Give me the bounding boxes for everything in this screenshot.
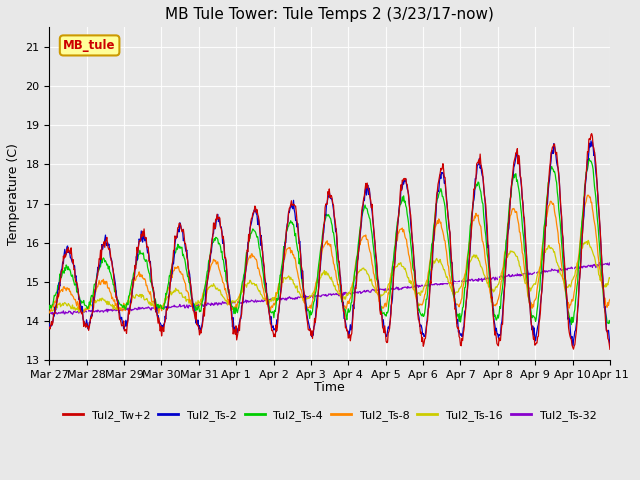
Line: Tul2_Ts-16: Tul2_Ts-16 (49, 240, 610, 312)
Tul2_Ts-16 (387, 275, 394, 280)
Tul2_Ts-4 (470, 187, 478, 192)
Tul2_Ts-16 (403, 274, 411, 279)
Tul2_Ts-8 (472, 215, 479, 221)
Tul2_Ts-4 (45, 306, 53, 312)
Tul2_Ts-32 (81, 309, 88, 315)
Tul2_Ts-8 (606, 297, 614, 302)
Tul2_Ts-16 (606, 276, 614, 281)
Tul2_Ts-8 (584, 192, 592, 198)
Tul2_Tw+2 (80, 324, 88, 329)
Tul2_Ts-2 (45, 321, 53, 327)
Tul2_Ts-4 (606, 320, 614, 326)
Tul2_Ts-8 (387, 279, 394, 285)
Tul2_Ts-2 (80, 318, 88, 324)
Title: MB Tule Tower: Tule Temps 2 (3/23/17-now): MB Tule Tower: Tule Temps 2 (3/23/17-now… (165, 7, 494, 22)
Tul2_Ts-4 (80, 298, 88, 303)
X-axis label: Time: Time (314, 381, 345, 394)
Tul2_Ts-32 (606, 260, 614, 265)
Tul2_Tw+2 (45, 324, 53, 330)
Line: Tul2_Tw+2: Tul2_Tw+2 (49, 133, 610, 349)
Tul2_Ts-8 (529, 302, 536, 308)
Tul2_Ts-16 (45, 309, 53, 314)
Tul2_Ts-16 (472, 255, 479, 261)
Tul2_Ts-8 (80, 308, 88, 314)
Tul2_Ts-32 (529, 271, 536, 276)
Legend: Tul2_Tw+2, Tul2_Ts-2, Tul2_Ts-4, Tul2_Ts-8, Tul2_Ts-16, Tul2_Ts-32: Tul2_Tw+2, Tul2_Ts-2, Tul2_Ts-4, Tul2_Ts… (58, 406, 601, 425)
Tul2_Ts-2 (403, 181, 410, 187)
Text: MB_tule: MB_tule (63, 39, 116, 52)
Tul2_Tw+2 (470, 186, 478, 192)
Tul2_Ts-2 (371, 240, 379, 245)
Y-axis label: Temperature (C): Temperature (C) (7, 143, 20, 245)
Tul2_Ts-8 (403, 243, 411, 249)
Tul2_Ts-2 (386, 322, 394, 327)
Tul2_Ts-32 (387, 286, 394, 292)
Tul2_Tw+2 (403, 181, 410, 187)
Tul2_Ts-4 (403, 204, 410, 210)
Line: Tul2_Ts-2: Tul2_Ts-2 (49, 141, 610, 346)
Tul2_Ts-16 (529, 283, 536, 288)
Tul2_Ts-4 (528, 315, 536, 321)
Tul2_Tw+2 (528, 324, 536, 330)
Tul2_Ts-32 (372, 288, 380, 294)
Tul2_Ts-32 (403, 286, 411, 291)
Tul2_Ts-2 (587, 138, 595, 144)
Tul2_Tw+2 (588, 131, 596, 136)
Tul2_Ts-2 (606, 343, 614, 349)
Tul2_Ts-16 (584, 238, 592, 243)
Tul2_Ts-8 (155, 311, 163, 316)
Line: Tul2_Ts-4: Tul2_Ts-4 (49, 158, 610, 324)
Tul2_Tw+2 (386, 325, 394, 331)
Tul2_Ts-16 (81, 306, 88, 312)
Tul2_Ts-8 (45, 310, 53, 316)
Line: Tul2_Ts-32: Tul2_Ts-32 (49, 263, 610, 315)
Tul2_Tw+2 (371, 240, 379, 245)
Tul2_Ts-16 (80, 310, 88, 315)
Tul2_Ts-16 (372, 289, 380, 295)
Tul2_Ts-32 (50, 312, 58, 318)
Tul2_Tw+2 (606, 347, 614, 352)
Tul2_Ts-4 (568, 322, 575, 327)
Tul2_Ts-32 (45, 311, 53, 317)
Tul2_Ts-8 (372, 282, 380, 288)
Tul2_Ts-4 (585, 156, 593, 161)
Tul2_Ts-4 (386, 295, 394, 301)
Tul2_Ts-32 (596, 260, 604, 265)
Tul2_Ts-2 (470, 192, 478, 197)
Line: Tul2_Ts-8: Tul2_Ts-8 (49, 195, 610, 313)
Tul2_Ts-32 (472, 277, 479, 283)
Tul2_Ts-4 (371, 257, 379, 263)
Tul2_Ts-2 (528, 327, 536, 333)
